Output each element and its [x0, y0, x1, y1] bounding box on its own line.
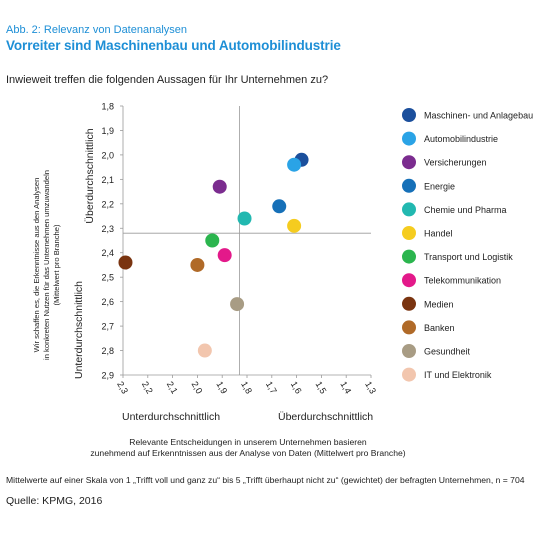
x-axis-label-line-1: Relevante Entscheidungen in unserem Unte…: [129, 437, 367, 447]
x-tick-label: 1,4: [338, 380, 353, 396]
y-axis-label-line-2: in konkreten Nutzen für das Unternehmen …: [42, 170, 51, 360]
x-tick-label: 2,2: [140, 380, 155, 396]
data-point: [230, 297, 245, 312]
legend-label: Transport und Logistik: [424, 252, 513, 262]
legend-label: IT und Elektronik: [424, 370, 492, 380]
x-tick-label: 2,0: [190, 380, 205, 396]
chart-title: Vorreiter sind Maschinenbau und Automobi…: [6, 38, 341, 53]
legend-marker: [402, 320, 416, 335]
y-tick-label: 2,1: [101, 175, 114, 185]
chart-question: Inwieweit treffen die folgenden Aussagen…: [6, 74, 329, 86]
x-axis-label-line-2: zunehmend auf Erkenntnissen aus der Anal…: [90, 448, 405, 458]
y-tick-label: 2,9: [101, 371, 114, 381]
y-tick-label: 2,4: [101, 248, 114, 258]
figure-kicker: Abb. 2: Relevanz von Datenanalysen: [6, 24, 188, 36]
y-tick-label: 2,0: [101, 150, 114, 160]
legend-label: Medien: [424, 299, 454, 309]
legend-marker: [402, 202, 416, 217]
legend-marker: [402, 273, 416, 288]
legend-marker: [402, 249, 416, 264]
legend-label: Banken: [424, 323, 455, 333]
y-tick-labels: 1,8 1,9 2,0 2,1 2,2 2,3 2,4 2,5 2,6 2,7 2,8 2,9: [101, 102, 114, 381]
y-tick-label: 2,6: [101, 297, 114, 307]
data-point: [118, 255, 133, 270]
y-tick-label: 1,8: [101, 102, 114, 112]
y-tick-label: 2,7: [101, 322, 114, 332]
data-point: [272, 199, 287, 214]
legend-label: Handel: [424, 229, 453, 239]
data-point: [197, 343, 212, 358]
x-tick-label: 1,6: [289, 380, 304, 396]
quadrant-label-x-high: Überdurchschnittlich: [278, 411, 373, 423]
x-tick-label: 1,3: [363, 380, 378, 396]
quadrant-label-x-low: Unterdurchschnittlich: [122, 411, 220, 423]
footnote: Mittelwerte auf einer Skala von 1 „Triff…: [6, 475, 525, 485]
quadrant-label-y-high: Überdurchschnittlich: [84, 128, 96, 223]
y-tick-label: 2,8: [101, 346, 114, 356]
data-point: [287, 218, 302, 233]
data-point: [287, 157, 302, 172]
y-axis-label-line-1: Wir schaffen es, die Erkenntnisse aus de…: [32, 178, 41, 353]
source-note: Quelle: KPMG, 2016: [6, 495, 103, 507]
legend-marker: [402, 178, 416, 193]
legend-marker: [402, 344, 416, 358]
axes: [120, 105, 372, 378]
legend-label: Automobilindustrie: [424, 134, 498, 144]
data-point: [212, 179, 227, 194]
data-point: [237, 211, 252, 226]
x-tick-label: 1,8: [239, 380, 254, 396]
data-point: [190, 257, 205, 272]
x-tick-label: 1,7: [264, 380, 279, 396]
y-tick-label: 1,9: [101, 126, 114, 136]
data-point: [205, 233, 220, 248]
x-tick-label: 1,9: [214, 380, 229, 396]
scatter-chart: 2,3 2,2 2,1 2,0 1,9 1,8 1,7 1,6 1,5 1,4 1,3 1,8 1,9…: [32, 102, 533, 459]
legend-marker: [402, 367, 416, 382]
legend-marker: [402, 296, 416, 311]
legend-label: Versicherungen: [424, 158, 487, 168]
legend-label: Energie: [424, 181, 455, 191]
legend-marker: [402, 226, 416, 240]
legend: Maschinen- und Anlagebau Automobilindustr…: [402, 108, 533, 382]
legend-marker: [402, 108, 416, 122]
y-tick-label: 2,5: [101, 273, 114, 283]
reference-lines: [123, 106, 371, 375]
data-point: [217, 248, 232, 263]
x-tick-label: 2,1: [165, 380, 180, 396]
legend-marker: [402, 155, 416, 170]
legend-label: Gesundheit: [424, 347, 471, 357]
x-tick-label: 2,3: [115, 380, 130, 396]
legend-marker: [402, 131, 416, 146]
quadrant-label-y-low: Unterdurchschnittlich: [73, 281, 85, 379]
legend-label: Telekommunikation: [424, 276, 501, 286]
x-tick-label: 1,5: [314, 380, 329, 396]
data-points: [118, 152, 309, 358]
x-tick-labels: 2,3 2,2 2,1 2,0 1,9 1,8 1,7 1,6 1,5 1,4 1,3: [115, 380, 378, 396]
y-axis-label-line-3: (Mittelwert pro Branche): [52, 224, 61, 305]
legend-label: Maschinen- und Anlagebau: [424, 111, 533, 121]
y-tick-label: 2,3: [101, 224, 114, 234]
legend-label: Chemie und Pharma: [424, 205, 507, 215]
y-tick-label: 2,2: [101, 199, 114, 209]
